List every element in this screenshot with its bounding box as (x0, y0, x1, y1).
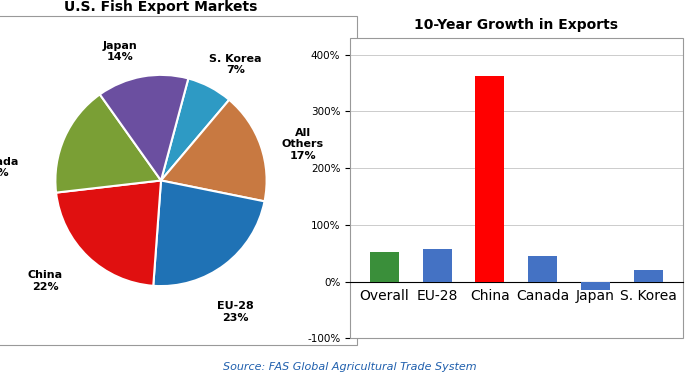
Text: Canada
17%: Canada 17% (0, 157, 20, 178)
Wedge shape (153, 180, 265, 286)
Wedge shape (161, 79, 229, 180)
Text: EU-28
23%: EU-28 23% (217, 301, 254, 323)
Text: China
22%: China 22% (27, 270, 62, 292)
Bar (581, 282, 610, 290)
Bar (370, 252, 399, 282)
Title: 10-Year Growth in Exports: 10-Year Growth in Exports (414, 18, 618, 32)
Wedge shape (56, 180, 161, 286)
Text: Source: FAS Global Agricultural Trade System: Source: FAS Global Agricultural Trade Sy… (223, 362, 477, 372)
Bar (528, 256, 557, 282)
Text: S. Korea
7%: S. Korea 7% (209, 54, 262, 75)
Bar (634, 270, 663, 282)
Wedge shape (161, 100, 267, 202)
Bar (475, 76, 505, 282)
Title: U.S. Fish Export Markets: U.S. Fish Export Markets (64, 0, 258, 14)
Text: Japan
14%: Japan 14% (102, 41, 137, 62)
Wedge shape (100, 75, 188, 180)
Bar (423, 249, 452, 282)
Text: All
Others
17%: All Others 17% (281, 128, 323, 161)
Wedge shape (55, 94, 161, 193)
